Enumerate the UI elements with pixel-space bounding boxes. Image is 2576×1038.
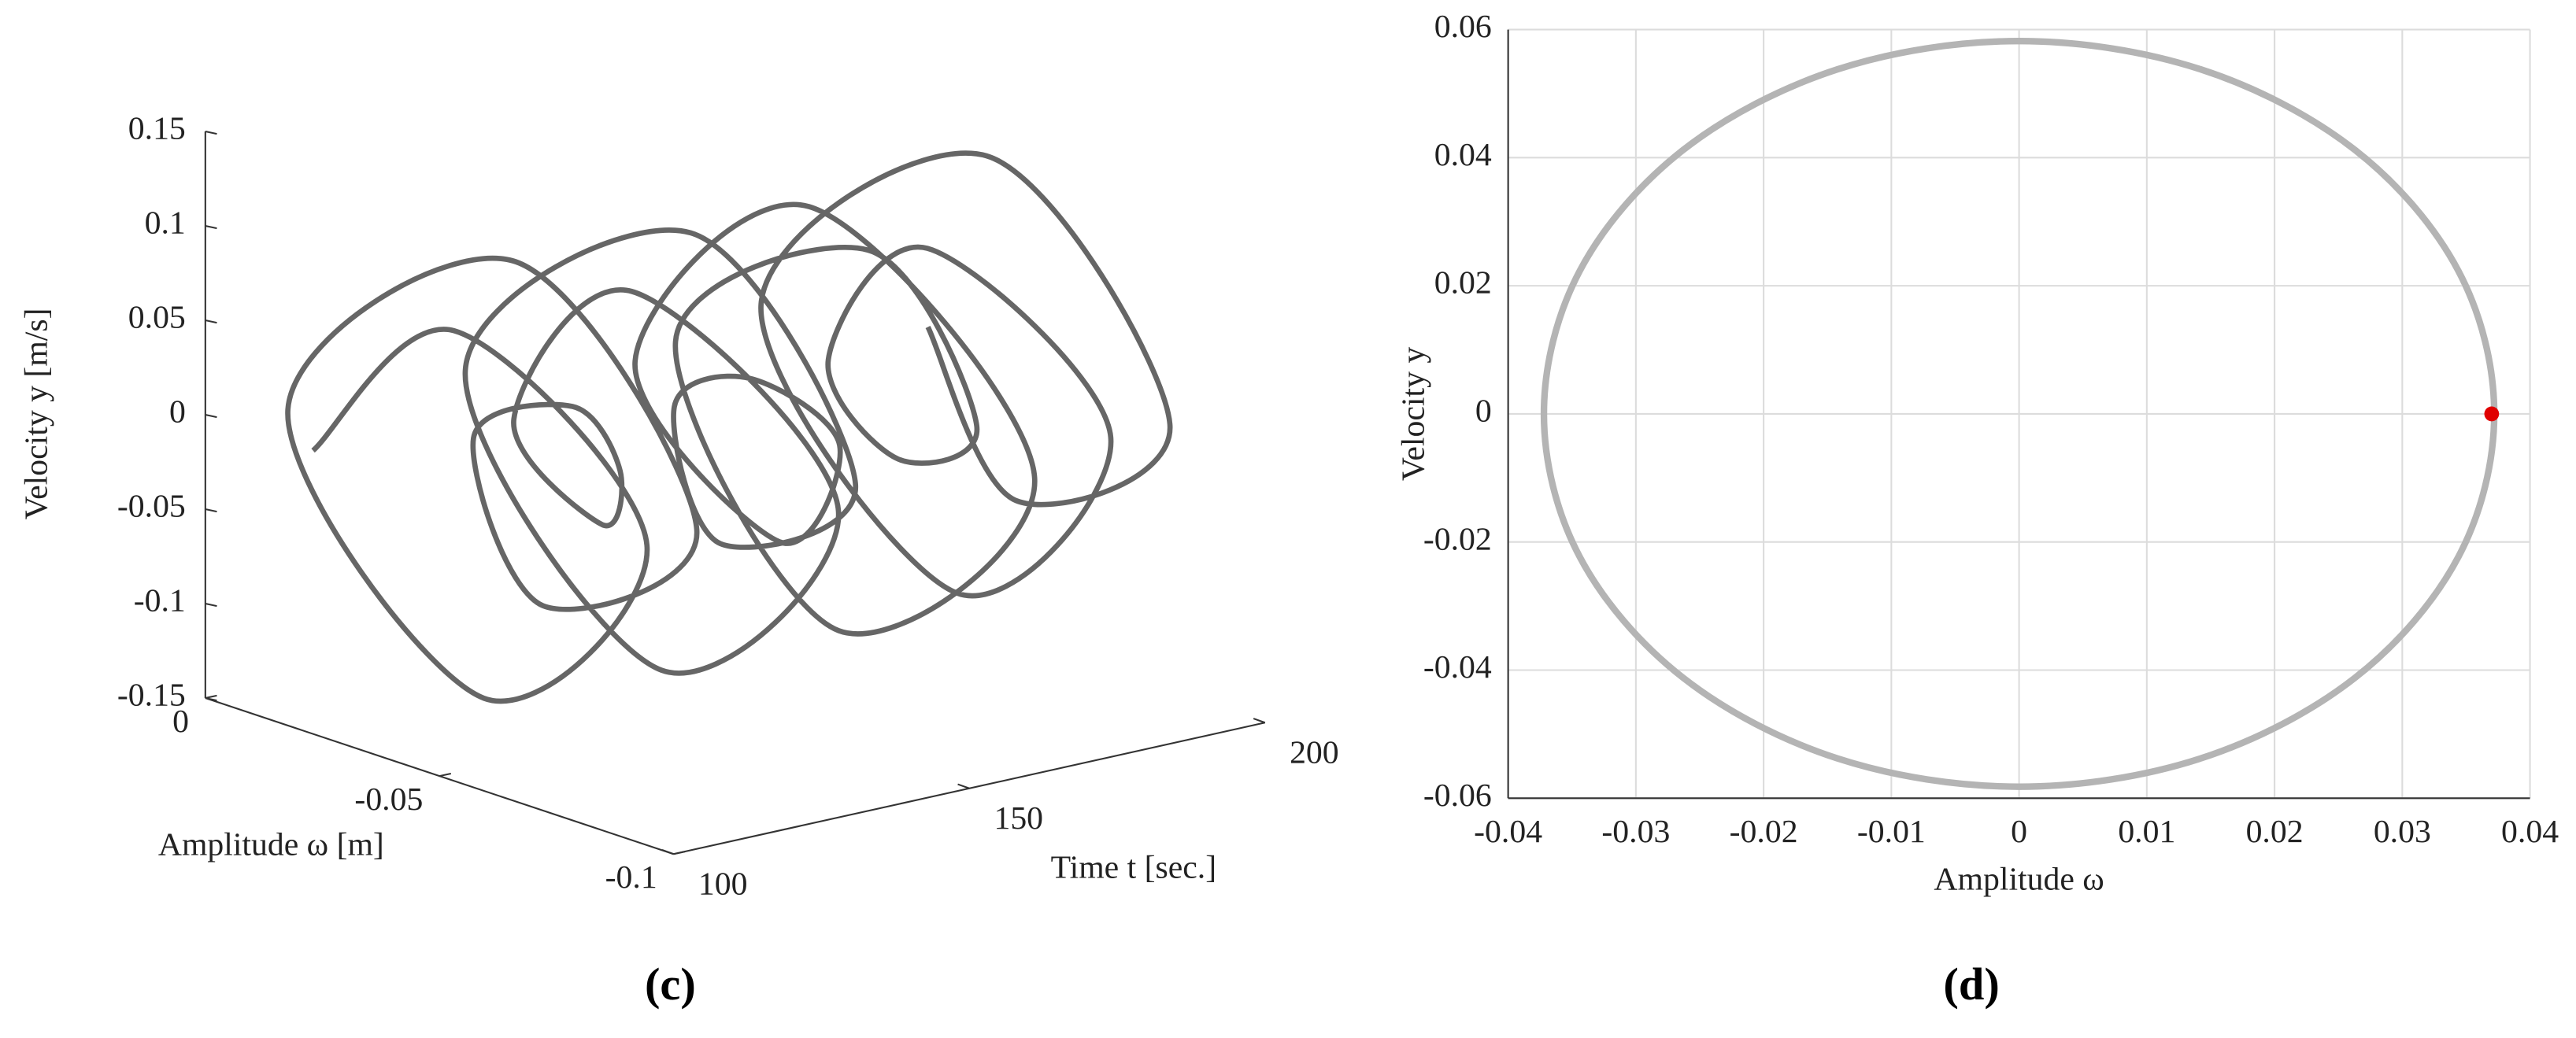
z-tick-label: 0.15 bbox=[128, 111, 186, 147]
z-tick bbox=[205, 508, 217, 513]
x-tick-label: 200 bbox=[1290, 735, 1339, 771]
y-axis-label: Amplitude ω [m] bbox=[158, 826, 384, 863]
y-tick-label: -0.1 bbox=[605, 859, 657, 896]
y-tick-label: -0.06 bbox=[1423, 778, 1492, 814]
x-tick-label: -0.03 bbox=[1601, 814, 1670, 850]
x-tick-label: -0.01 bbox=[1857, 814, 1926, 850]
orbit bbox=[1540, 38, 2498, 790]
y-tick-label: 0.04 bbox=[1434, 137, 1492, 173]
y-tick-label: 0.06 bbox=[1434, 9, 1492, 45]
caption: (c) bbox=[645, 959, 696, 1010]
y-tick-label: -0.02 bbox=[1423, 521, 1492, 557]
y-tick-label: 0 bbox=[1475, 393, 1492, 430]
x-tick-label: -0.02 bbox=[1730, 814, 1798, 850]
z-tick-label: -0.15 bbox=[117, 678, 186, 714]
marker bbox=[2484, 406, 2500, 422]
x-tick-label: 0.04 bbox=[2501, 814, 2559, 850]
x-tick-label: 0 bbox=[2011, 814, 2027, 850]
z-tick bbox=[205, 319, 217, 324]
trajectory bbox=[285, 150, 1173, 704]
caption: (d) bbox=[1943, 959, 1999, 1010]
x-tick-label: 0.01 bbox=[2118, 814, 2175, 850]
y-tick-label: -0.05 bbox=[354, 781, 423, 818]
x-tick-label: -0.04 bbox=[1474, 814, 1542, 850]
x-tick bbox=[661, 849, 674, 855]
y-tick-label: 0.02 bbox=[1434, 265, 1492, 301]
x-tick bbox=[1253, 718, 1266, 724]
z-tick-label: 0.05 bbox=[128, 300, 186, 336]
z-tick bbox=[205, 602, 217, 608]
z-tick bbox=[205, 224, 217, 230]
y-tick bbox=[205, 694, 217, 700]
y-tick bbox=[673, 851, 686, 855]
y-tick-label: 0 bbox=[172, 704, 189, 740]
z-tick-label: -0.05 bbox=[117, 489, 186, 525]
y-tick-label: -0.04 bbox=[1423, 649, 1492, 685]
z-tick-label: 0 bbox=[169, 394, 186, 430]
x-tick-label: 0.02 bbox=[2246, 814, 2304, 850]
x-tick-label: 150 bbox=[994, 800, 1043, 837]
x-tick-label: 0.03 bbox=[2374, 814, 2431, 850]
y-tick bbox=[439, 772, 452, 778]
x-tick-label: 100 bbox=[698, 866, 748, 903]
z-tick bbox=[205, 130, 217, 135]
z-tick bbox=[205, 413, 217, 419]
x-axis-label: Amplitude ω bbox=[1934, 861, 2104, 897]
z-axis-label: Velocity y [m/s] bbox=[19, 308, 55, 520]
z-tick-label: 0.1 bbox=[145, 205, 186, 242]
z-tick-label: -0.1 bbox=[134, 583, 186, 619]
y-axis-label: Velocity y bbox=[1395, 347, 1431, 481]
x-tick bbox=[957, 783, 970, 789]
x-axis-label: Time t [sec.] bbox=[1051, 850, 1217, 886]
